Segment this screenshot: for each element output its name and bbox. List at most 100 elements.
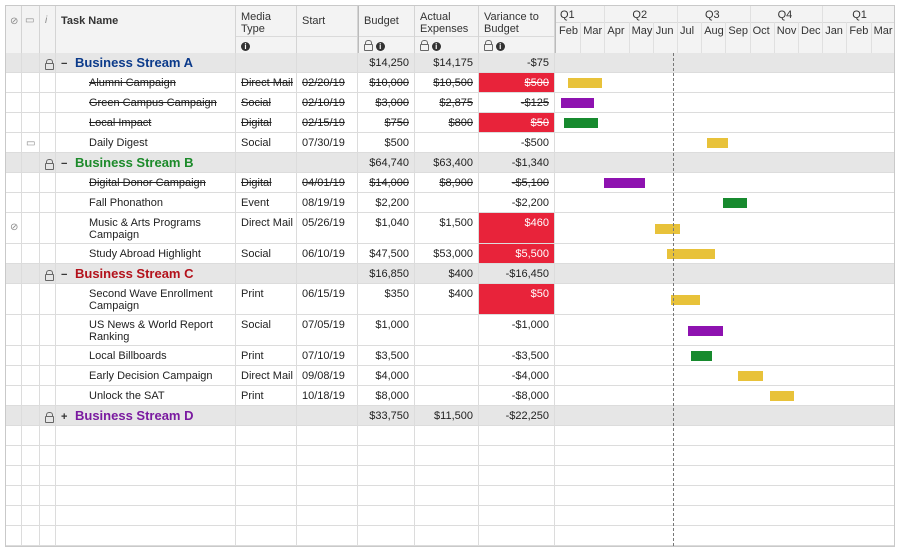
actual-expenses-cell[interactable] [415, 133, 479, 152]
start-date-cell[interactable]: 08/19/19 [297, 193, 358, 212]
gantt-bar[interactable] [564, 118, 599, 128]
budget-cell[interactable]: $350 [358, 284, 415, 314]
empty-cell[interactable] [297, 426, 358, 445]
task-name-cell[interactable]: − Business Stream A [56, 53, 236, 72]
task-name-cell[interactable]: Study Abroad Highlight [56, 244, 236, 263]
empty-cell[interactable] [479, 506, 555, 525]
empty-cell[interactable] [236, 506, 297, 525]
column-info-icon[interactable]: i [241, 41, 250, 52]
attachment-cell[interactable]: ⊘ [6, 213, 22, 243]
attachment-cell[interactable] [6, 73, 22, 92]
empty-cell[interactable] [479, 486, 555, 505]
comment-cell[interactable] [22, 213, 40, 243]
table-row[interactable]: Green Campus Campaign Social 02/10/19 $3,00… [6, 93, 894, 113]
start-date-cell[interactable] [297, 264, 358, 283]
empty-cell[interactable] [22, 486, 40, 505]
comment-cell[interactable] [22, 244, 40, 263]
gantt-bar[interactable] [604, 178, 646, 188]
media-type-cell[interactable]: Direct Mail [236, 213, 297, 243]
media-type-cell[interactable]: Social [236, 93, 297, 112]
attachment-cell[interactable] [6, 244, 22, 263]
actual-expenses-cell[interactable] [415, 193, 479, 212]
comments-column-header[interactable]: ▭ [22, 6, 40, 53]
empty-cell[interactable] [40, 466, 56, 485]
task-name-cell[interactable]: Music & Arts Programs Campaign [56, 213, 236, 243]
start-date-cell[interactable]: 07/05/19 [297, 315, 358, 345]
budget-cell[interactable]: $500 [358, 133, 415, 152]
gantt-bar[interactable] [691, 351, 712, 361]
task-name-cell[interactable]: − Business Stream B [56, 153, 236, 172]
start-date-cell[interactable]: 07/30/19 [297, 133, 358, 152]
attachment-cell[interactable] [6, 93, 22, 112]
info-icon[interactable]: i [375, 42, 385, 51]
gantt-bar[interactable] [670, 295, 700, 305]
gantt-bar[interactable] [687, 326, 723, 336]
table-row[interactable]: ⊘ Music & Arts Programs Campaign Direct Ma… [6, 213, 894, 244]
attachment-cell[interactable] [6, 173, 22, 192]
task-name-cell[interactable]: Green Campus Campaign [56, 93, 236, 112]
gantt-bar[interactable] [654, 224, 681, 234]
empty-cell[interactable] [236, 526, 297, 545]
actual-expenses-cell[interactable]: $2,875 [415, 93, 479, 112]
empty-cell[interactable] [40, 426, 56, 445]
gantt-bar[interactable] [769, 391, 795, 401]
task-name-cell[interactable]: US News & World Report Ranking [56, 315, 236, 345]
attachment-cell[interactable] [6, 264, 22, 283]
table-row[interactable]: Alumni Campaign Direct Mail 02/20/19 $10,00… [6, 73, 894, 93]
collapse-toggle[interactable]: − [61, 269, 68, 281]
empty-cell[interactable] [236, 426, 297, 445]
gantt-bar[interactable] [738, 371, 763, 381]
empty-cell[interactable] [56, 506, 236, 525]
actual-expenses-cell[interactable]: $400 [415, 284, 479, 314]
empty-cell[interactable] [56, 426, 236, 445]
empty-cell[interactable] [297, 526, 358, 545]
budget-cell[interactable]: $16,850 [358, 264, 415, 283]
media-type-cell[interactable] [236, 153, 297, 172]
gantt-bar[interactable] [567, 78, 602, 88]
variance-cell[interactable]: -$1,340 [479, 153, 555, 172]
variance-cell[interactable]: -$22,250 [479, 406, 555, 425]
attachment-cell[interactable] [6, 113, 22, 132]
attachment-cell[interactable] [6, 406, 22, 425]
comment-cell[interactable] [22, 53, 40, 72]
attachment-cell[interactable] [6, 386, 22, 405]
empty-cell[interactable] [40, 506, 56, 525]
group-row[interactable]: − Business Stream B $64,740 $63,400 -$1,340 [6, 153, 894, 173]
media-type-cell[interactable]: Social [236, 315, 297, 345]
budget-cell[interactable]: $10,000 [358, 73, 415, 92]
budget-cell[interactable]: $33,750 [358, 406, 415, 425]
task-name-column-header[interactable]: Task Name [56, 6, 236, 53]
empty-cell[interactable] [22, 426, 40, 445]
empty-cell[interactable] [479, 526, 555, 545]
empty-cell[interactable] [236, 486, 297, 505]
media-type-cell[interactable]: Print [236, 284, 297, 314]
table-row[interactable]: Second Wave Enrollment Campaign Print 06/1… [6, 284, 894, 315]
media-type-cell[interactable]: Print [236, 346, 297, 365]
budget-cell[interactable]: $4,000 [358, 366, 415, 385]
comment-cell[interactable] [22, 284, 40, 314]
empty-cell[interactable] [415, 526, 479, 545]
empty-cell[interactable] [56, 486, 236, 505]
task-name-cell[interactable]: Local Impact [56, 113, 236, 132]
empty-cell[interactable] [479, 466, 555, 485]
empty-cell[interactable] [6, 486, 22, 505]
budget-cell[interactable]: $14,000 [358, 173, 415, 192]
attachment-cell[interactable] [6, 153, 22, 172]
attachment-cell[interactable] [6, 366, 22, 385]
empty-cell[interactable] [358, 446, 415, 465]
variance-cell[interactable]: -$2,200 [479, 193, 555, 212]
empty-cell[interactable] [6, 506, 22, 525]
info-icon[interactable]: i [495, 42, 505, 51]
budget-cell[interactable]: $3,500 [358, 346, 415, 365]
empty-cell[interactable] [415, 446, 479, 465]
row-info-column-header[interactable]: i [40, 6, 56, 53]
task-name-cell[interactable]: Unlock the SAT [56, 386, 236, 405]
actual-expenses-cell[interactable] [415, 346, 479, 365]
comment-cell[interactable] [22, 315, 40, 345]
budget-cell[interactable]: $3,000 [358, 93, 415, 112]
attachment-cell[interactable] [6, 53, 22, 72]
comment-cell[interactable] [22, 173, 40, 192]
comment-cell[interactable] [22, 386, 40, 405]
task-name-cell[interactable]: Early Decision Campaign [56, 366, 236, 385]
actual-expenses-cell[interactable]: $10,500 [415, 73, 479, 92]
